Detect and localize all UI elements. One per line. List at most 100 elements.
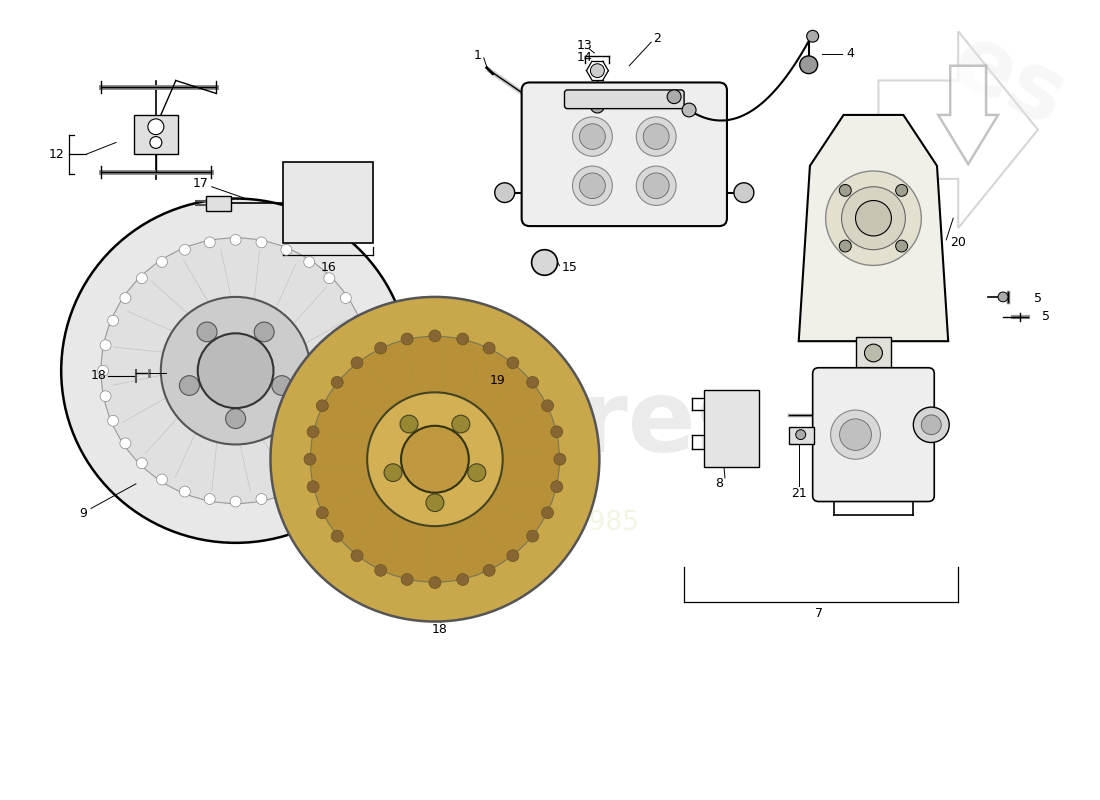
Circle shape [644, 173, 669, 198]
Circle shape [541, 507, 553, 518]
Circle shape [108, 415, 119, 426]
Circle shape [230, 496, 241, 507]
Circle shape [62, 198, 410, 543]
Circle shape [179, 486, 190, 497]
Bar [134, 115, 178, 154]
Circle shape [531, 250, 558, 275]
Text: 5: 5 [1034, 292, 1042, 306]
Circle shape [554, 454, 565, 465]
Circle shape [495, 183, 515, 202]
Circle shape [636, 166, 676, 206]
Circle shape [668, 90, 681, 104]
Text: 19: 19 [490, 374, 506, 387]
Circle shape [507, 550, 519, 562]
Circle shape [591, 64, 604, 78]
Circle shape [402, 333, 414, 345]
Circle shape [483, 565, 495, 576]
Circle shape [271, 297, 600, 622]
Circle shape [842, 186, 905, 250]
Circle shape [551, 426, 563, 438]
Text: eurospares: eurospares [124, 376, 756, 474]
Circle shape [353, 415, 363, 426]
Circle shape [456, 333, 469, 345]
Circle shape [580, 173, 605, 198]
Circle shape [256, 237, 267, 248]
Circle shape [100, 391, 111, 402]
Text: 1: 1 [474, 50, 482, 62]
Text: a passion for parts since 1985: a passion for parts since 1985 [241, 510, 639, 536]
Text: 8: 8 [715, 478, 723, 490]
Circle shape [800, 56, 817, 74]
Text: 20: 20 [950, 236, 966, 250]
Circle shape [541, 400, 553, 412]
Polygon shape [799, 115, 948, 341]
Circle shape [734, 183, 754, 202]
Circle shape [375, 565, 387, 576]
Circle shape [367, 392, 503, 526]
Circle shape [179, 376, 199, 395]
Circle shape [317, 507, 328, 518]
Circle shape [323, 273, 334, 283]
Circle shape [468, 464, 486, 482]
FancyBboxPatch shape [564, 90, 684, 109]
FancyBboxPatch shape [521, 82, 727, 226]
FancyBboxPatch shape [813, 368, 934, 502]
Circle shape [156, 257, 167, 267]
Text: 15: 15 [561, 261, 578, 274]
Circle shape [507, 357, 519, 369]
Circle shape [230, 234, 241, 246]
Circle shape [150, 137, 162, 148]
Circle shape [351, 550, 363, 562]
Circle shape [100, 340, 111, 350]
Circle shape [830, 410, 880, 459]
Polygon shape [938, 66, 998, 164]
Circle shape [998, 292, 1008, 302]
Circle shape [98, 366, 109, 376]
Circle shape [856, 201, 891, 236]
Circle shape [101, 238, 371, 503]
Text: 18: 18 [91, 369, 107, 382]
Circle shape [161, 297, 310, 445]
Circle shape [340, 438, 351, 449]
Circle shape [826, 171, 922, 266]
Circle shape [922, 415, 942, 434]
Circle shape [198, 334, 274, 408]
Circle shape [120, 293, 131, 303]
Circle shape [353, 315, 363, 326]
Circle shape [895, 185, 908, 196]
Circle shape [331, 377, 343, 388]
Text: 9: 9 [79, 507, 87, 520]
Circle shape [156, 474, 167, 485]
Bar [206, 195, 231, 211]
Circle shape [136, 458, 147, 469]
Circle shape [323, 458, 334, 469]
Text: 4: 4 [847, 47, 855, 61]
Circle shape [205, 237, 216, 248]
Circle shape [256, 494, 267, 505]
Circle shape [682, 103, 696, 117]
Circle shape [572, 117, 613, 156]
Text: 5: 5 [1042, 310, 1049, 323]
Polygon shape [879, 31, 1038, 228]
Circle shape [572, 166, 613, 206]
Circle shape [839, 419, 871, 450]
Circle shape [363, 366, 374, 376]
Circle shape [179, 245, 190, 255]
Text: 2: 2 [653, 32, 661, 45]
Circle shape [591, 99, 604, 113]
Circle shape [795, 430, 805, 439]
Circle shape [839, 185, 851, 196]
Circle shape [317, 400, 328, 412]
Circle shape [456, 574, 469, 586]
Circle shape [895, 240, 908, 252]
Text: 7: 7 [815, 607, 823, 620]
Text: 12: 12 [48, 148, 64, 161]
Text: es: es [937, 16, 1079, 145]
Circle shape [426, 494, 444, 511]
Polygon shape [284, 162, 373, 243]
Circle shape [307, 481, 319, 493]
Circle shape [272, 376, 292, 395]
Circle shape [913, 407, 949, 442]
Circle shape [304, 257, 315, 267]
Circle shape [304, 454, 316, 465]
